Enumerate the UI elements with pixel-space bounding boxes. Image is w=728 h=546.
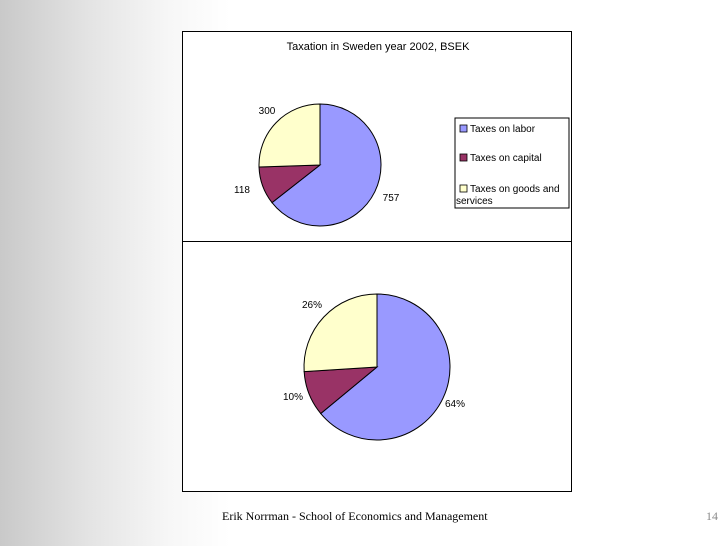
chart-title: Taxation in Sweden year 2002, BSEK	[287, 41, 471, 53]
pie-slice-goods	[258, 103, 321, 168]
footer-text: Erik Norrman - School of Economics and M…	[222, 509, 488, 523]
data-label-goods: 300	[259, 106, 276, 117]
pie-slice-labor-pct	[320, 293, 451, 441]
chart-panel-top: Taxation in Sweden year 2002, BSEK 757 1…	[182, 31, 572, 242]
legend-label-labor: Taxes on labor	[470, 124, 536, 135]
legend-label-goods: Taxes on goods and services	[456, 184, 562, 207]
legend-box	[454, 117, 570, 209]
pie-slice-goods-pct	[303, 293, 378, 373]
legend-label-capital: Taxes on capital	[470, 153, 542, 164]
page-number: 14	[706, 509, 718, 523]
pie-chart-bsek: Taxation in Sweden year 2002, BSEK 757 1…	[234, 41, 570, 227]
data-label-capital: 118	[234, 185, 250, 196]
legend-swatch-labor	[459, 124, 468, 133]
chart-panel-bottom: 64% 10% 26%	[182, 242, 572, 492]
pie-slice-labor	[271, 103, 382, 227]
pie-chart-percent: 64% 10% 26%	[283, 293, 465, 441]
data-label-capital-pct: 10%	[283, 392, 303, 403]
legend-swatch-goods	[459, 184, 468, 193]
data-label-labor: 757	[383, 193, 400, 204]
legend-swatch-capital	[459, 153, 468, 162]
data-label-goods-pct: 26%	[302, 300, 322, 311]
data-label-labor-pct: 64%	[445, 399, 465, 410]
legend: Taxes on labor Taxes on capital Taxes on…	[454, 117, 570, 209]
